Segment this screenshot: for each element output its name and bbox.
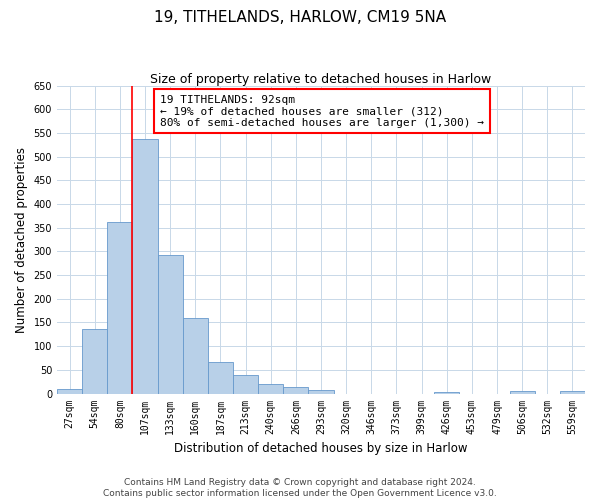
Bar bbox=[208, 362, 233, 394]
X-axis label: Distribution of detached houses by size in Harlow: Distribution of detached houses by size … bbox=[174, 442, 468, 455]
Bar bbox=[434, 392, 459, 394]
Bar bbox=[308, 390, 334, 394]
Text: 19, TITHELANDS, HARLOW, CM19 5NA: 19, TITHELANDS, HARLOW, CM19 5NA bbox=[154, 10, 446, 25]
Bar bbox=[57, 389, 82, 394]
Text: 19 TITHELANDS: 92sqm
← 19% of detached houses are smaller (312)
80% of semi-deta: 19 TITHELANDS: 92sqm ← 19% of detached h… bbox=[160, 94, 484, 128]
Bar bbox=[509, 391, 535, 394]
Bar bbox=[233, 374, 258, 394]
Bar bbox=[82, 328, 107, 394]
Title: Size of property relative to detached houses in Harlow: Size of property relative to detached ho… bbox=[151, 72, 491, 86]
Bar bbox=[560, 391, 585, 394]
Y-axis label: Number of detached properties: Number of detached properties bbox=[15, 146, 28, 332]
Text: Contains HM Land Registry data © Crown copyright and database right 2024.
Contai: Contains HM Land Registry data © Crown c… bbox=[103, 478, 497, 498]
Bar bbox=[258, 384, 283, 394]
Bar bbox=[107, 222, 133, 394]
Bar bbox=[133, 139, 158, 394]
Bar bbox=[283, 388, 308, 394]
Bar bbox=[158, 255, 183, 394]
Bar bbox=[183, 318, 208, 394]
